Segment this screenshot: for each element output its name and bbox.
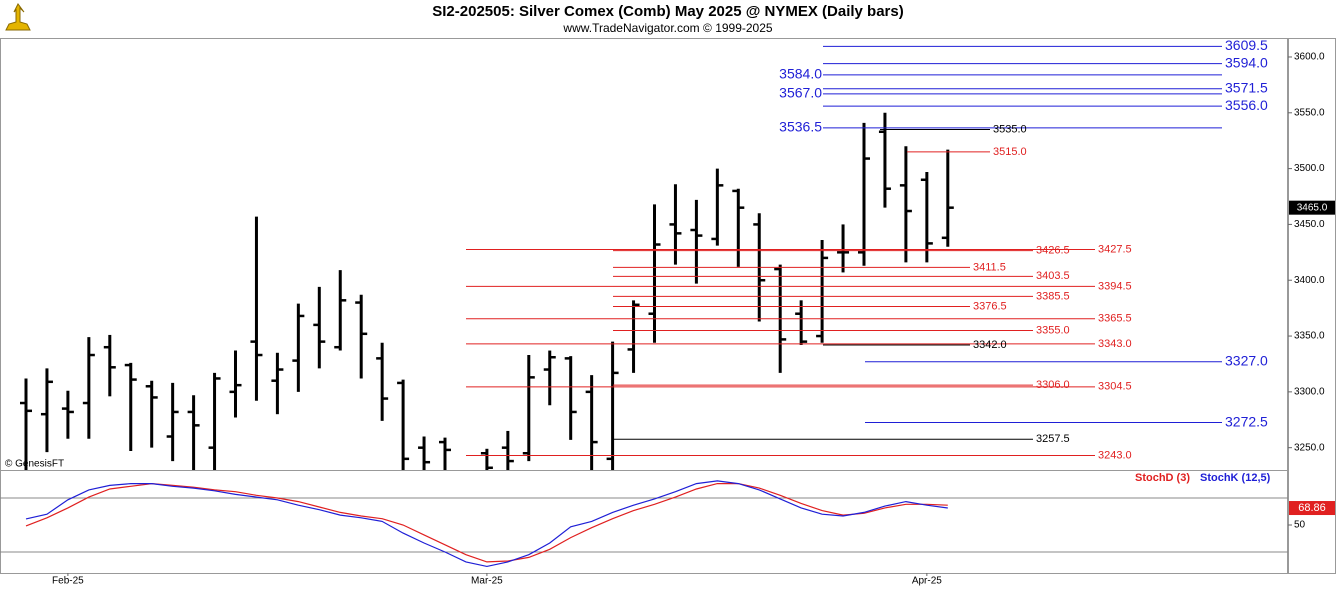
level-label: 3365.5 xyxy=(1098,313,1132,325)
level-label: 3584.0 xyxy=(779,66,822,82)
y-tick-label: 3300.0 xyxy=(1294,387,1325,398)
level-label: 3343.0 xyxy=(1098,338,1132,350)
level-label: 3594.0 xyxy=(1225,54,1268,70)
legend-entry: StochD (3) xyxy=(1135,472,1190,484)
level-label: 3535.0 xyxy=(993,123,1027,135)
level-label: 3257.5 xyxy=(1036,433,1070,445)
credit: © GenesisFT xyxy=(5,459,64,470)
level-label: 3567.0 xyxy=(779,85,822,101)
last-price-label: 3465.0 xyxy=(1297,202,1328,213)
y-tick-label: 3400.0 xyxy=(1294,275,1325,286)
level-label: 3306.0 xyxy=(1036,379,1070,391)
level-label: 3571.5 xyxy=(1225,79,1268,95)
level-label: 3327.0 xyxy=(1225,352,1268,368)
level-label: 3427.5 xyxy=(1098,243,1132,255)
level-label: 3355.0 xyxy=(1036,324,1070,336)
level-label: 3243.0 xyxy=(1098,449,1132,461)
last-value-box xyxy=(1289,501,1335,516)
legend-entry: StochK (12,5) xyxy=(1200,472,1271,484)
level-label: 3394.5 xyxy=(1098,280,1132,292)
level-label: 3385.5 xyxy=(1036,290,1070,302)
y-tick-label: 3550.0 xyxy=(1294,107,1325,118)
last-price-box xyxy=(1289,200,1335,215)
y-tick-label: 3600.0 xyxy=(1294,52,1325,63)
level-label: 3515.0 xyxy=(993,146,1027,158)
stoch-panel xyxy=(0,470,1288,574)
x-tick-label: Feb-25 xyxy=(52,576,84,587)
level-label: 3609.5 xyxy=(1225,37,1268,53)
x-tick-label: Mar-25 xyxy=(471,576,503,587)
y-tick-label: 3450.0 xyxy=(1294,219,1325,230)
level-label: 3272.5 xyxy=(1225,413,1268,429)
level-label: 3403.5 xyxy=(1036,270,1070,282)
level-label: 3376.5 xyxy=(973,300,1007,312)
stoch-line xyxy=(25,480,948,568)
level-label: 3342.0 xyxy=(973,339,1007,351)
level-label: 3426.5 xyxy=(1036,245,1070,257)
chart-subtitle: www.TradeNavigator.com © 1999-2025 xyxy=(562,21,772,35)
level-label: 3304.5 xyxy=(1098,381,1132,393)
last-value-label: 68.86 xyxy=(1298,502,1326,514)
level-label: 3556.0 xyxy=(1225,97,1268,113)
y-tick-label: 3500.0 xyxy=(1294,163,1325,174)
x-tick-label: Apr-25 xyxy=(912,576,942,587)
logo xyxy=(5,3,31,31)
y-tick-label: 3350.0 xyxy=(1294,331,1325,342)
level-label: 3536.5 xyxy=(779,119,822,135)
main-plot xyxy=(20,112,954,470)
chart-title: SI2-202505: Silver Comex (Comb) May 2025… xyxy=(432,3,903,20)
level-label: 3411.5 xyxy=(973,261,1006,273)
stoch-line xyxy=(25,482,948,563)
y-tick-label: 50 xyxy=(1294,520,1306,531)
y-tick-label: 3250.0 xyxy=(1294,442,1325,453)
